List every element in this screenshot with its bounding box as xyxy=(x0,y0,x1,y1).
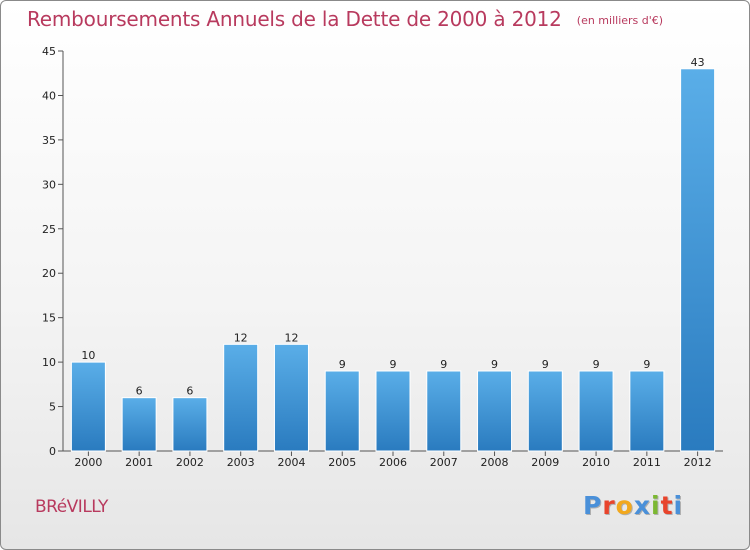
logo-letter: t xyxy=(660,491,674,520)
logo-letter: i xyxy=(651,491,661,520)
axes: 0 5 10 15 20 25 30 35 40 45 2000 2001 2002 2003 2004 20… xyxy=(42,45,723,469)
x-tick-label: 2008 xyxy=(481,456,509,469)
place-name: BRéVILLY xyxy=(35,497,108,517)
bar-2001 xyxy=(121,397,157,452)
bar-2003 xyxy=(223,343,259,452)
bar-2000 xyxy=(70,361,106,452)
bars: 10 6 6 12 12 9 9 9 9 9 9 9 43 xyxy=(70,56,716,452)
x-tick-label: 2002 xyxy=(176,456,204,469)
logo-letter: o xyxy=(615,491,634,520)
title-row: Remboursements Annuels de la Dette de 20… xyxy=(27,7,663,31)
data-label-2005: 9 xyxy=(339,358,346,371)
bar-2004 xyxy=(273,343,309,452)
data-label-2012: 43 xyxy=(691,56,705,69)
bar-2009 xyxy=(527,370,563,452)
y-tick-label: 45 xyxy=(42,45,56,58)
bar-2006 xyxy=(375,370,411,452)
bar-2005 xyxy=(324,370,360,452)
y-tick-label: 40 xyxy=(42,89,56,102)
data-label-2001: 6 xyxy=(136,385,143,398)
data-label-2000: 10 xyxy=(81,349,95,362)
y-tick-label: 15 xyxy=(42,312,56,325)
x-tick-label: 2004 xyxy=(277,456,305,469)
bar-2007 xyxy=(426,370,462,452)
proxiti-logo[interactable]: Proxiti xyxy=(583,491,683,520)
logo-letter: r xyxy=(602,491,616,520)
x-tick-label: 2012 xyxy=(684,456,712,469)
x-tick-label: 2003 xyxy=(227,456,255,469)
data-label-2008: 9 xyxy=(491,358,498,371)
bar-2012 xyxy=(680,68,716,452)
x-tick-label: 2007 xyxy=(430,456,458,469)
bar-2008 xyxy=(477,370,513,452)
logo-letter: P xyxy=(583,491,603,520)
x-tick-label: 2009 xyxy=(531,456,559,469)
y-tick-label: 20 xyxy=(42,267,56,280)
data-label-2006: 9 xyxy=(390,358,397,371)
y-tick-label: 0 xyxy=(49,445,56,458)
y-tick-label: 25 xyxy=(42,223,56,236)
x-tick-label: 2011 xyxy=(633,456,661,469)
x-tick-label: 2001 xyxy=(125,456,153,469)
data-label-2002: 6 xyxy=(186,385,193,398)
y-tick-label: 10 xyxy=(42,356,56,369)
bar-2010 xyxy=(578,370,614,452)
x-tick-label: 2006 xyxy=(379,456,407,469)
data-label-2004: 12 xyxy=(284,331,298,344)
y-tick-label: 5 xyxy=(49,401,56,414)
data-label-2011: 9 xyxy=(643,358,650,371)
x-tick-label: 2010 xyxy=(582,456,610,469)
bar-2011 xyxy=(629,370,665,452)
x-tick-label: 2005 xyxy=(328,456,356,469)
chart-title: Remboursements Annuels de la Dette de 20… xyxy=(27,7,562,31)
data-label-2003: 12 xyxy=(234,331,248,344)
data-label-2010: 9 xyxy=(593,358,600,371)
data-label-2007: 9 xyxy=(440,358,447,371)
x-tick-label: 2000 xyxy=(74,456,102,469)
y-tick-label: 35 xyxy=(42,134,56,147)
y-tick-label: 30 xyxy=(42,178,56,191)
logo-letter: i xyxy=(673,491,684,520)
logo-letter: x xyxy=(633,491,651,520)
chart-subtitle: (en milliers d'€) xyxy=(576,14,664,27)
data-label-2009: 9 xyxy=(542,358,549,371)
bar-2002 xyxy=(172,397,208,452)
